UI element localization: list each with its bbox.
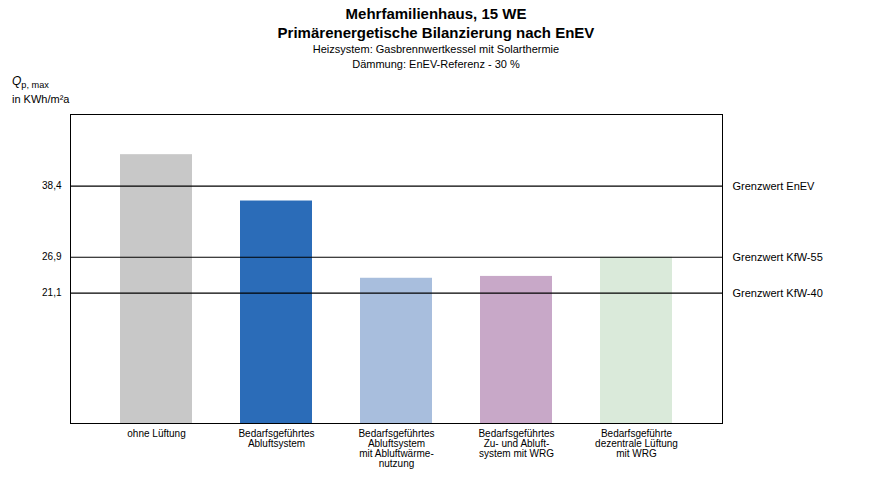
html-text:Primärenergetische Bilanzierun: Primärenergetische Bilanzierung nach EnE… — [277, 24, 595, 41]
svg-text:BedarfsgeführtesAbluftsystem: BedarfsgeführtesAbluftsystem — [238, 428, 314, 449]
svg-text:BedarfsgeführtesAbluftsystemmi: BedarfsgeführtesAbluftsystemmit Abluftwä… — [358, 428, 434, 469]
html-text:Dämmung: EnEV-Referenz - 30 %: Dämmung: EnEV-Referenz - 30 % — [352, 58, 520, 70]
svg-text:21,1: 21,1 — [42, 287, 62, 298]
html-text:Qp, max: Qp, max — [12, 74, 49, 91]
html-text:Mehrfamilienhaus, 15 WE: Mehrfamilienhaus, 15 WE — [345, 5, 527, 22]
svg-text:26,9: 26,9 — [42, 252, 62, 263]
svg-text:Grenzwert KfW-40: Grenzwert KfW-40 — [733, 287, 823, 299]
svg-text:BedarfsgeführtesZu- und Abluft: BedarfsgeführtesZu- und Abluft-system mi… — [478, 428, 554, 459]
html-text:in KWh/m²a: in KWh/m²a — [12, 93, 70, 106]
html-text:Heizsystem: Gasbrennwertkessel: Heizsystem: Gasbrennwertkessel mit Solar… — [312, 43, 560, 55]
svg-text:Bedarfsgeführtedezentrale Lüft: Bedarfsgeführtedezentrale Lüftungmit WRG — [595, 428, 678, 459]
svg-text:Grenzwert EnEV: Grenzwert EnEV — [733, 180, 816, 192]
svg-text:ohne Lüftung: ohne Lüftung — [127, 428, 185, 439]
svg-text:Grenzwert KfW-55: Grenzwert KfW-55 — [733, 251, 823, 263]
svg-text:38,4: 38,4 — [42, 181, 62, 192]
